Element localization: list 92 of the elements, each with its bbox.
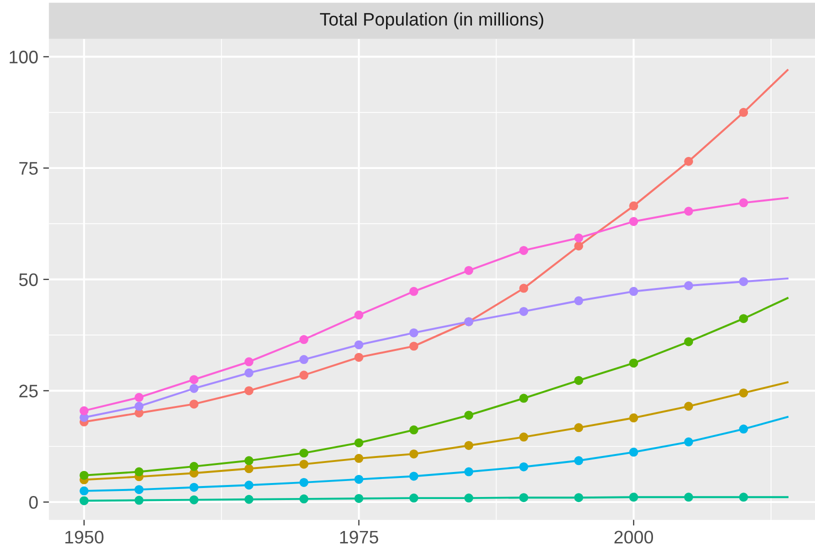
point [739, 277, 748, 286]
point [244, 480, 254, 490]
point [464, 266, 474, 275]
point [684, 337, 694, 346]
point [739, 108, 748, 117]
point [739, 198, 748, 208]
chart-title: Total Population (in millions) [320, 12, 544, 30]
point [629, 448, 638, 457]
point [739, 492, 748, 502]
point [189, 375, 198, 384]
y-tick-label: 100 [10, 50, 38, 64]
point [244, 464, 254, 474]
point [409, 449, 418, 458]
point [299, 355, 308, 364]
point [519, 432, 528, 442]
point [519, 493, 528, 502]
point [574, 296, 584, 306]
point [244, 368, 254, 378]
point [519, 284, 528, 293]
point [354, 438, 364, 448]
point [519, 394, 528, 403]
y-tick-label: 0 [29, 496, 38, 509]
point [464, 494, 474, 503]
point [244, 494, 254, 504]
point [354, 352, 364, 362]
point [189, 482, 198, 492]
point [80, 496, 89, 506]
point [574, 376, 584, 385]
point [299, 370, 308, 380]
point [244, 386, 254, 396]
x-tick-label: 1950 [65, 530, 104, 544]
point [684, 437, 694, 446]
point [80, 406, 89, 416]
point [409, 328, 418, 338]
point [739, 314, 748, 324]
point [519, 246, 528, 255]
point [409, 472, 418, 481]
point [464, 410, 474, 420]
point [354, 474, 364, 484]
point [189, 400, 198, 409]
point [134, 402, 144, 411]
point [574, 456, 584, 466]
point [299, 448, 308, 458]
point [134, 467, 144, 476]
point [189, 384, 198, 393]
point [574, 241, 584, 250]
y-tick-label: 50 [19, 273, 38, 286]
point [299, 478, 308, 487]
point [629, 201, 638, 210]
point [574, 423, 584, 432]
point [299, 494, 308, 504]
point [189, 495, 198, 504]
point [684, 206, 694, 216]
point [739, 424, 748, 434]
y-tick-label: 25 [19, 384, 38, 398]
point [409, 286, 418, 296]
point [629, 286, 638, 296]
x-tick-label: 1975 [340, 530, 378, 544]
point [80, 486, 89, 496]
point [409, 425, 418, 434]
point [519, 462, 528, 472]
point [134, 496, 144, 505]
point [684, 156, 694, 166]
point [134, 485, 144, 494]
point [354, 454, 364, 463]
point [244, 456, 254, 466]
point [189, 462, 198, 471]
x-tick-label: 2000 [614, 530, 654, 544]
point [684, 492, 694, 502]
point [574, 493, 584, 502]
point [244, 357, 254, 366]
point [684, 281, 694, 290]
point [354, 310, 364, 320]
point [519, 306, 528, 316]
point [739, 388, 748, 398]
point [134, 392, 144, 402]
y-tick-label: 75 [19, 162, 38, 175]
point [409, 342, 418, 351]
point [629, 358, 638, 368]
point [684, 402, 694, 411]
point [629, 413, 638, 422]
point [354, 340, 364, 350]
point [574, 233, 584, 242]
point [299, 460, 308, 469]
point [629, 217, 638, 226]
point [409, 494, 418, 503]
point [354, 494, 364, 503]
point [299, 335, 308, 344]
point [464, 440, 474, 450]
point [464, 467, 474, 476]
point [80, 470, 89, 480]
point [629, 492, 638, 502]
